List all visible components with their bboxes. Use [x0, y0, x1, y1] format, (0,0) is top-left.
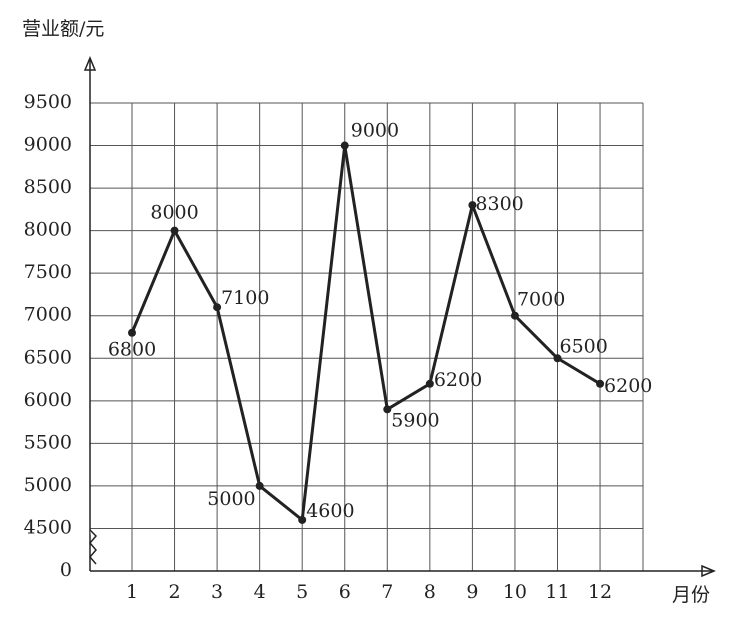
data-label: 6500: [560, 335, 608, 357]
y-tick-label: 5500: [24, 431, 72, 453]
x-tick-label: 4: [254, 581, 266, 603]
point: [213, 303, 222, 312]
data-label: 5000: [207, 488, 255, 510]
x-tick-label: 3: [211, 581, 223, 603]
axis-break: [89, 529, 98, 565]
x-tick-label: 10: [503, 581, 527, 603]
point: [255, 481, 264, 490]
point: [468, 201, 477, 210]
x-tick-label: 12: [588, 581, 612, 603]
x-axis-arrow: [701, 564, 716, 578]
x-tick-label: 1: [126, 581, 138, 603]
x-tick-label: 11: [545, 581, 569, 603]
y-axis-label: 营业额/元: [22, 18, 104, 40]
x-tick-label: 7: [381, 581, 393, 603]
data-label: 7100: [221, 287, 269, 309]
data-label: 8000: [150, 202, 198, 224]
point: [510, 311, 519, 320]
y-tick-label: 5000: [24, 474, 72, 496]
data-label: 7000: [517, 289, 565, 311]
point: [298, 515, 307, 524]
data-label: 8300: [475, 193, 523, 215]
x-tick-label: 5: [296, 581, 308, 603]
y-tick-label: 0: [60, 559, 72, 581]
y-tick-label: 9000: [24, 134, 72, 156]
line: [130, 144, 601, 522]
data-label: 4600: [306, 500, 354, 522]
y-tick-label: 7000: [24, 304, 72, 326]
point: [596, 379, 605, 388]
point: [553, 354, 562, 363]
x-tick-label: 9: [466, 581, 478, 603]
y-tick-label: 4500: [24, 516, 72, 538]
y-tick-label: 8000: [24, 219, 72, 241]
x-tick-label: 6: [339, 581, 351, 603]
y-tick-label: 7500: [24, 261, 72, 283]
data-label: 9000: [351, 120, 399, 142]
y-tick-label: 8500: [24, 176, 72, 198]
point: [425, 379, 434, 388]
point: [383, 405, 392, 414]
x-axis-label: 月份: [672, 584, 710, 606]
y-tick-label: 6500: [24, 346, 72, 368]
data-label: 6800: [108, 339, 156, 361]
grid: [90, 102, 644, 572]
y-tick-label: 9500: [24, 91, 72, 113]
point: [340, 141, 349, 150]
y-axis-arrow: [83, 56, 97, 71]
data-label: 6200: [434, 369, 482, 391]
point: [170, 226, 179, 235]
point: [128, 328, 136, 337]
y-tick-label: 6000: [24, 389, 72, 411]
data-label: 6200: [604, 375, 652, 397]
data-label: 5900: [391, 409, 439, 431]
x-tick-label: 8: [424, 581, 436, 603]
x-tick-label: 2: [169, 581, 181, 603]
